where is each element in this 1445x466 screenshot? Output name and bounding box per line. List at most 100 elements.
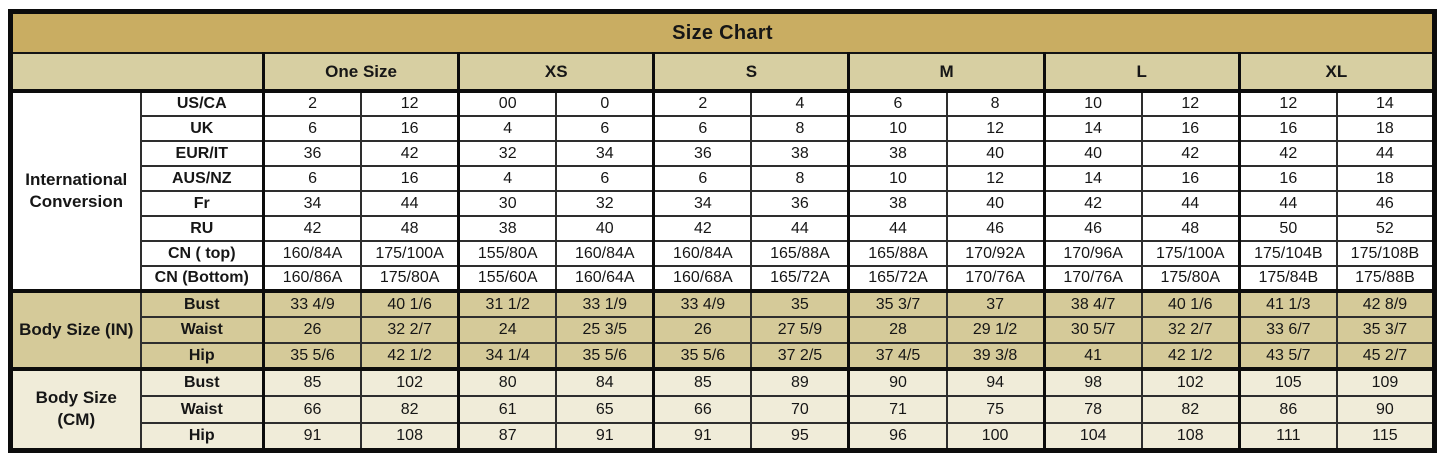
table-cell: 160/86A (262, 265, 363, 292)
column-group-one-size: One Size (261, 52, 460, 92)
row-label: CN (Bottom) (139, 265, 265, 292)
table-cell: 42 (652, 215, 753, 242)
title-row: Size Chart (9, 10, 1436, 54)
table-cell: 41 (1042, 342, 1143, 370)
table-cell: 31 1/2 (457, 289, 558, 318)
table-cell: 12 (1237, 89, 1338, 117)
table-cell: 34 (652, 190, 753, 217)
table-cell: 80 (457, 367, 558, 397)
table-row: Hip 35 5/6 42 1/2 34 1/4 35 5/6 35 5/6 37 2/5 3… (11, 342, 1436, 370)
table-cell: 102 (360, 367, 460, 397)
table-cell: 12 (360, 89, 460, 117)
table-cell: 6 (652, 165, 753, 192)
section-label: Body Size (IN) (9, 289, 142, 370)
table-cell: 6 (847, 89, 948, 117)
row-label: Hip (139, 342, 265, 370)
table-cell: 33 4/9 (652, 289, 753, 318)
corner-cell (9, 52, 265, 92)
table-cell: 18 (1335, 165, 1436, 192)
table-cell: 44 (847, 215, 948, 242)
table-cell: 40 (945, 140, 1046, 167)
table-cell: 115 (1335, 422, 1436, 451)
table-cell: 6 (555, 165, 655, 192)
table-cell: 170/76A (1042, 265, 1143, 292)
column-group-xl: XL (1237, 52, 1436, 92)
table-cell: 160/84A (555, 240, 655, 267)
table-cell: 87 (457, 422, 558, 451)
table-cell: 70 (750, 395, 850, 424)
size-chart-table: Size Chart One Size XS S M L XL Internat… (8, 9, 1437, 453)
table-cell: 14 (1042, 165, 1143, 192)
table-cell: 46 (1335, 190, 1436, 217)
row-label: AUS/NZ (139, 165, 265, 192)
table-cell: 35 3/7 (1335, 316, 1436, 344)
table-cell: 33 1/9 (555, 289, 655, 318)
table-cell: 85 (652, 367, 753, 397)
table-cell: 96 (847, 422, 948, 451)
table-cell: 36 (262, 140, 363, 167)
table-cell: 91 (555, 422, 655, 451)
table-cell: 37 4/5 (847, 342, 948, 370)
table-cell: 39 3/8 (945, 342, 1046, 370)
table-cell: 14 (1335, 89, 1436, 117)
table-cell: 42 1/2 (360, 342, 460, 370)
column-group-xs: XS (457, 52, 655, 92)
table-cell: 170/96A (1042, 240, 1143, 267)
table-cell: 108 (360, 422, 460, 451)
table-cell: 00 (457, 89, 558, 117)
table-row: UK 6 16 4 6 6 8 10 12 14 16 16 18 (11, 115, 1436, 142)
table-cell: 46 (1042, 215, 1143, 242)
table-cell: 160/84A (262, 240, 363, 267)
table-cell: 38 (847, 190, 948, 217)
table-cell: 28 (847, 316, 948, 344)
table-cell: 65 (555, 395, 655, 424)
table-cell: 41 1/3 (1237, 289, 1338, 318)
table-cell: 16 (360, 165, 460, 192)
table-cell: 44 (1237, 190, 1338, 217)
table-cell: 2 (652, 89, 753, 117)
table-cell: 165/88A (750, 240, 850, 267)
table-cell: 45 2/7 (1335, 342, 1436, 370)
table-cell: 175/84B (1237, 265, 1338, 292)
row-label: EUR/IT (139, 140, 265, 167)
table-cell: 40 (945, 190, 1046, 217)
table-cell: 36 (750, 190, 850, 217)
table-cell: 38 (750, 140, 850, 167)
table-cell: 165/72A (750, 265, 850, 292)
table-cell: 95 (750, 422, 850, 451)
column-group-l: L (1042, 52, 1241, 92)
table-cell: 37 2/5 (750, 342, 850, 370)
table-cell: 42 (1042, 190, 1143, 217)
table-cell: 175/104B (1237, 240, 1338, 267)
table-cell: 12 (945, 165, 1046, 192)
table-cell: 50 (1237, 215, 1338, 242)
table-cell: 14 (1042, 115, 1143, 142)
table-cell: 48 (360, 215, 460, 242)
table-cell: 44 (1335, 140, 1436, 167)
table-cell: 170/76A (945, 265, 1046, 292)
table-row: CN ( top) 160/84A 175/100A 155/80A 160/84A 16… (11, 240, 1436, 267)
table-cell: 155/80A (457, 240, 558, 267)
row-label: US/CA (139, 89, 265, 117)
table-cell: 98 (1042, 367, 1143, 397)
table-cell: 38 4/7 (1042, 289, 1143, 318)
table-cell: 30 5/7 (1042, 316, 1143, 344)
table-cell: 29 1/2 (945, 316, 1046, 344)
table-cell: 8 (750, 165, 850, 192)
table-cell: 94 (945, 367, 1046, 397)
table-cell: 6 (652, 115, 753, 142)
table-cell: 42 1/2 (1140, 342, 1241, 370)
table-cell: 175/108B (1335, 240, 1436, 267)
row-label: Waist (139, 395, 265, 424)
table-cell: 170/92A (945, 240, 1046, 267)
table-body: International Conversion US/CA 2 12 00 0 2 4 6 8 1… (9, 89, 1436, 451)
table-cell: 61 (457, 395, 558, 424)
table-cell: 40 1/6 (1140, 289, 1241, 318)
table-cell: 12 (945, 115, 1046, 142)
table-cell: 32 2/7 (360, 316, 460, 344)
table-cell: 86 (1237, 395, 1338, 424)
table-cell: 104 (1042, 422, 1143, 451)
table-cell: 42 (1140, 140, 1241, 167)
table-cell: 0 (555, 89, 655, 117)
table-cell: 155/60A (457, 265, 558, 292)
